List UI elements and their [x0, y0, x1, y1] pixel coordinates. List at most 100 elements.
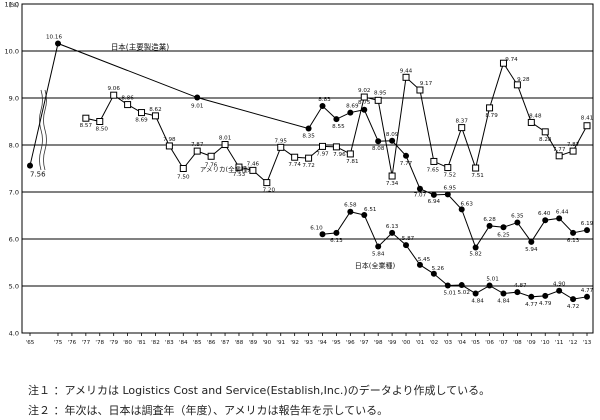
y-tick-label: 10.0 — [5, 48, 19, 56]
data-point — [347, 109, 354, 116]
x-tick-label: '98 — [374, 340, 383, 346]
data-point — [333, 116, 340, 123]
data-point — [416, 185, 423, 192]
x-tick-label: '85 — [193, 340, 202, 346]
data-point — [346, 150, 354, 158]
x-tick-label: '12 — [569, 340, 578, 346]
data-label: 7.53 — [233, 172, 246, 178]
data-point — [361, 212, 368, 219]
x-tick-label: '10 — [541, 340, 550, 346]
x-tick-label: '02 — [430, 340, 439, 346]
data-label: 8.37 — [455, 119, 468, 125]
series-lines — [29, 42, 588, 300]
x-tick-label: '87 — [221, 340, 230, 346]
data-point — [319, 102, 326, 109]
series-name: 日本(主要製造業) — [111, 41, 169, 51]
data-point — [472, 290, 479, 297]
x-tick-label: '04 — [457, 340, 466, 346]
data-point — [138, 109, 146, 117]
data-point — [584, 293, 590, 300]
x-tick-label: '13 — [583, 340, 592, 346]
data-label: 4.87 — [514, 283, 527, 289]
y-tick-label: 6.0 — [9, 236, 19, 244]
x-tick-label: '11 — [555, 340, 564, 346]
y-tick-label: 9.0 — [9, 95, 19, 103]
y-tick-label: 5.0 — [9, 283, 19, 291]
data-label: 8.09 — [386, 132, 399, 138]
data-label: 8.48 — [529, 113, 542, 119]
data-label: 7.98 — [163, 137, 176, 143]
data-label: 8.41 — [581, 116, 594, 122]
data-label: 9.06 — [107, 86, 120, 92]
x-tick-label: '07 — [499, 340, 508, 346]
data-label: 7.96 — [333, 152, 346, 158]
data-point — [444, 282, 451, 289]
data-point — [27, 162, 33, 169]
data-label: 6.19 — [581, 221, 594, 227]
data-point — [444, 191, 451, 198]
series-line — [85, 62, 588, 184]
data-point — [389, 229, 396, 236]
data-label: 7.52 — [444, 173, 456, 179]
x-tick-label: '95 — [332, 340, 341, 346]
data-label: 4.77 — [525, 302, 538, 308]
data-point — [388, 172, 396, 180]
data-point — [527, 118, 535, 126]
data-point — [374, 96, 382, 104]
data-label: 6.35 — [511, 214, 524, 220]
data-point — [110, 91, 118, 99]
data-point — [472, 244, 479, 251]
x-tick-label: '77 — [82, 340, 91, 346]
data-point — [291, 153, 299, 161]
data-label: 6.63 — [460, 201, 473, 207]
data-label: 9.17 — [420, 81, 433, 87]
data-label: 7.07 — [414, 193, 427, 199]
data-label: 6.44 — [556, 209, 569, 215]
data-point — [402, 73, 410, 81]
data-point — [542, 217, 549, 224]
data-label: 6.40 — [538, 211, 551, 217]
data-point — [221, 141, 229, 149]
data-label: 8.62 — [149, 107, 161, 113]
data-point — [403, 152, 410, 159]
data-label: 7.74 — [288, 162, 301, 168]
data-label: 5.01 — [444, 291, 457, 297]
data-label: 7.76 — [205, 162, 218, 168]
x-tick-label: '96 — [346, 340, 355, 346]
data-label: 8.69 — [346, 104, 359, 110]
data-point — [430, 191, 437, 198]
data-point — [332, 143, 340, 151]
data-point — [514, 219, 521, 226]
data-point — [458, 282, 465, 289]
x-tick-label: '65 — [26, 340, 35, 346]
x-tick-label: '76 — [68, 340, 77, 346]
data-label: 8.28 — [539, 137, 552, 143]
data-point — [555, 152, 563, 160]
data-label: 7.56 — [30, 171, 46, 179]
data-label: 5.45 — [418, 257, 431, 263]
data-label: 5.82 — [469, 251, 481, 257]
data-point — [82, 114, 90, 122]
data-label: 8.57 — [80, 123, 93, 129]
data-point — [179, 165, 187, 172]
data-label: 7.46 — [247, 161, 260, 167]
x-tick-label: '89 — [249, 340, 258, 346]
data-label: 8.79 — [485, 113, 498, 119]
x-tick-label: '09 — [527, 340, 536, 346]
data-label: 8.35 — [302, 134, 315, 140]
data-point — [542, 292, 549, 299]
data-point — [486, 282, 493, 289]
data-point — [570, 229, 577, 236]
data-point — [416, 261, 423, 268]
x-tick-label: '92 — [290, 340, 299, 346]
data-label: 7.81 — [346, 159, 359, 165]
data-point — [194, 94, 201, 101]
data-label: 5.01 — [486, 277, 499, 283]
data-label: 8.95 — [374, 90, 387, 96]
plot-frame — [21, 3, 594, 334]
data-point — [403, 242, 410, 249]
x-tick-label: '75 — [54, 340, 63, 346]
x-tick-label: '08 — [513, 340, 522, 346]
axis-break-mark — [43, 89, 47, 171]
y-tick-label: 11.0 — [5, 1, 19, 9]
